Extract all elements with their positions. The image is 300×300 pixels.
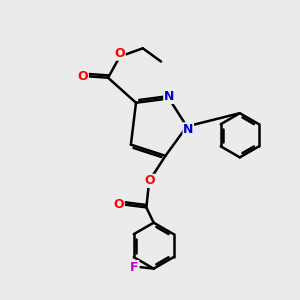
Text: O: O [115, 47, 125, 60]
Text: N: N [164, 91, 174, 103]
Text: N: N [183, 123, 194, 136]
Text: O: O [78, 70, 88, 83]
Text: O: O [144, 174, 154, 188]
Text: F: F [130, 261, 139, 274]
Text: O: O [114, 198, 124, 211]
